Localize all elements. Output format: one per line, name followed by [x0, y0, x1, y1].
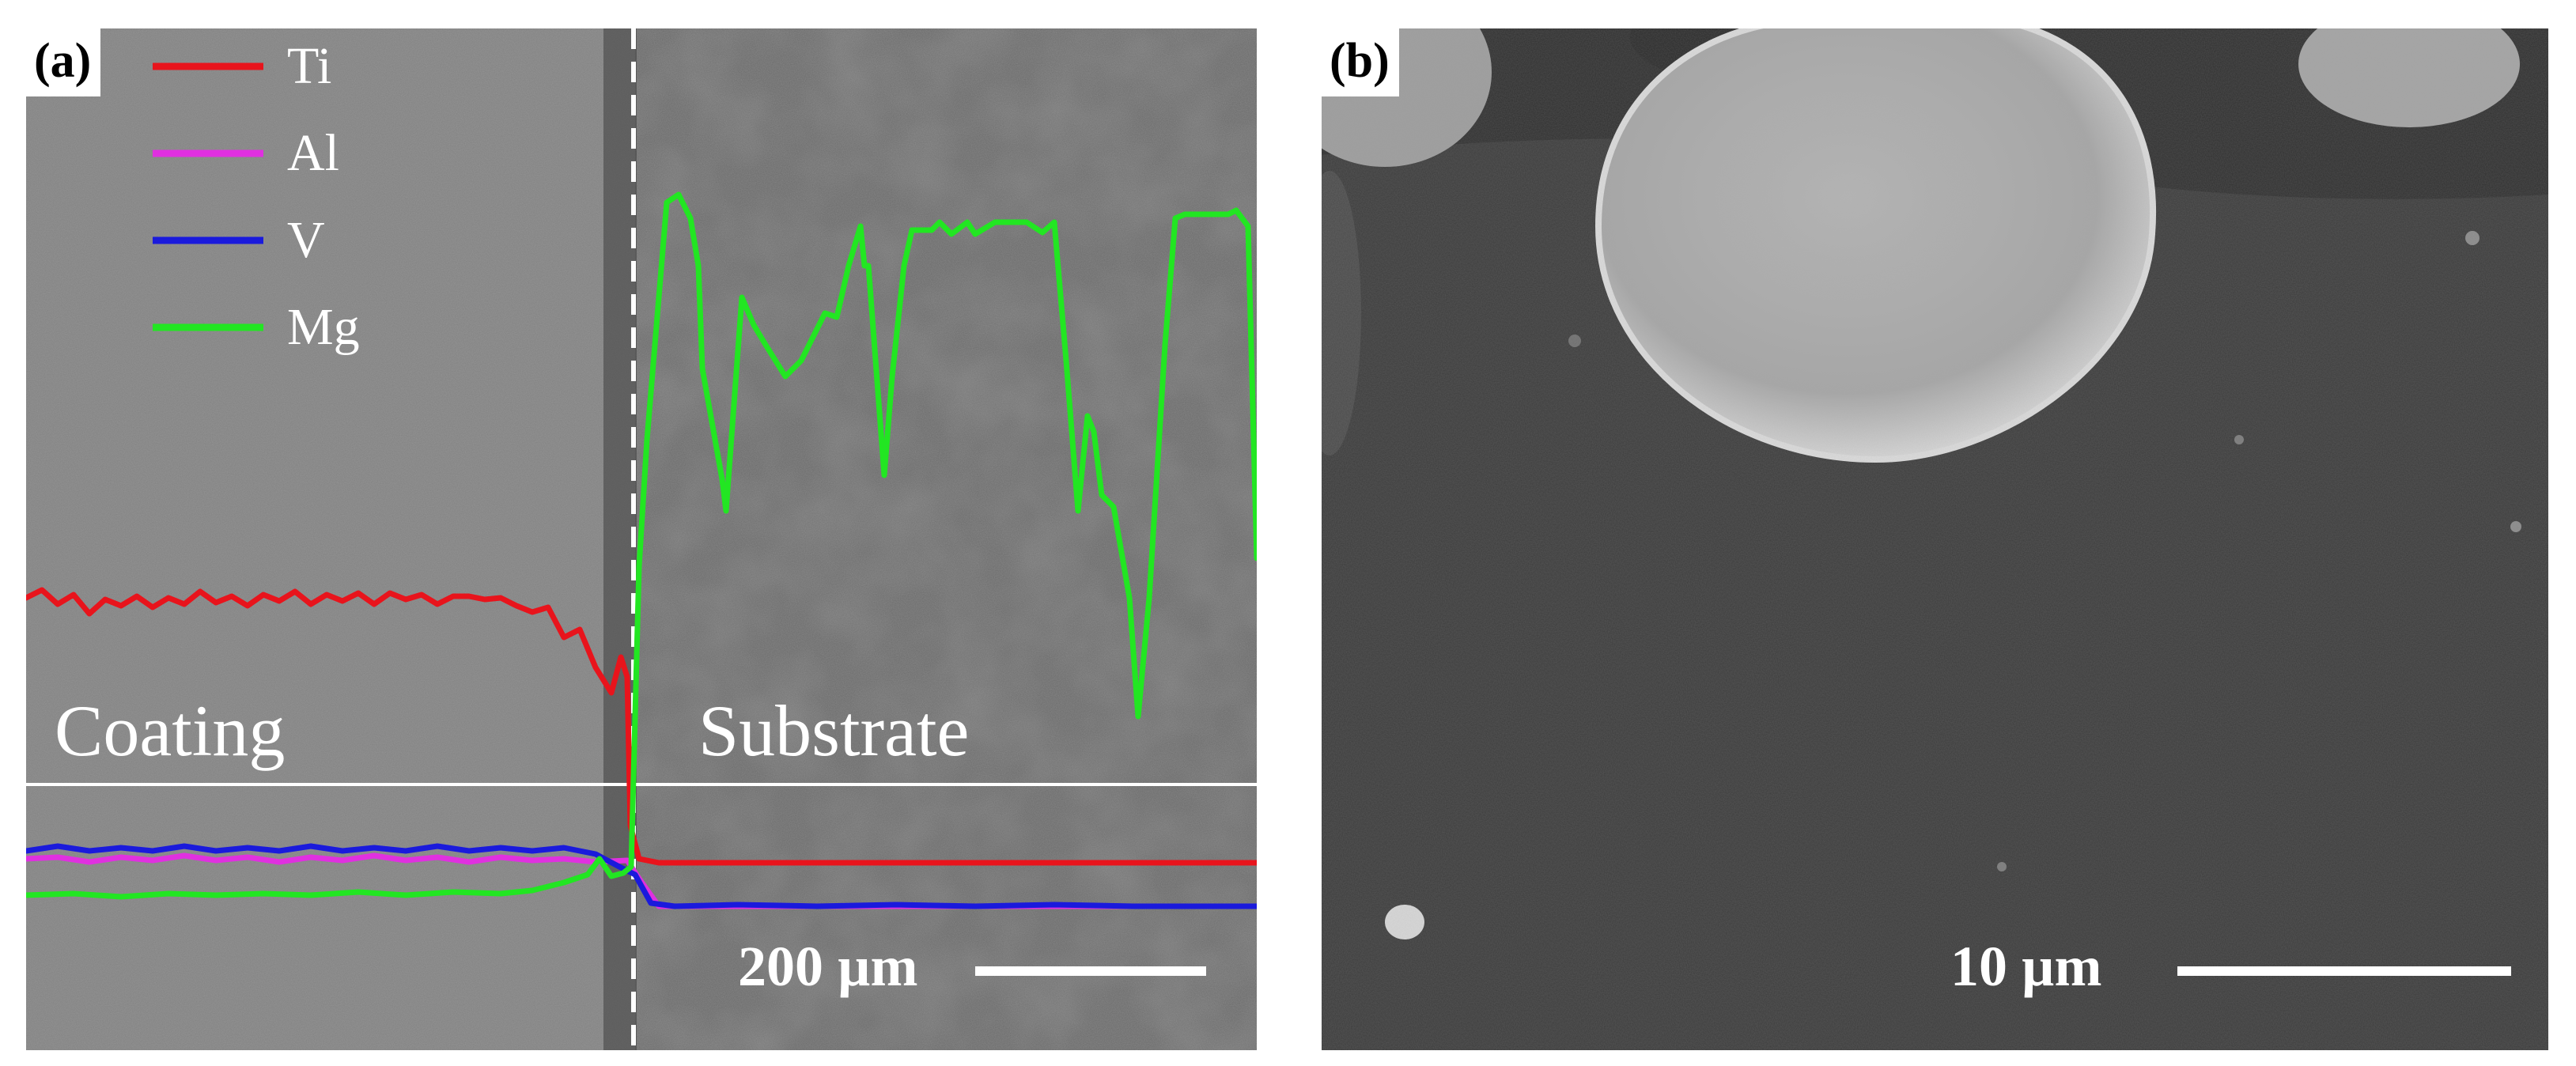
sem-image-panel-a: (a) Ti Al V Mg Coating Substrate 200 µm	[26, 28, 1257, 1050]
scale-label-b: 10 µm	[1950, 935, 2102, 998]
panel-a-graphic	[26, 28, 1257, 1050]
profile-line-ti	[26, 587, 1257, 866]
substrate-label: Substrate	[698, 690, 970, 771]
profile-line-v	[26, 843, 1257, 909]
scale-bar-b	[2177, 966, 2511, 976]
legend-label-v: V	[287, 211, 325, 269]
sem-image-panel-b: (b) 10 µm	[1322, 28, 2548, 1050]
profile-line-mg	[26, 191, 1257, 900]
legend-label-mg: Mg	[287, 298, 360, 356]
scale-bar-a	[975, 966, 1206, 976]
legend-label-ti: Ti	[287, 37, 332, 95]
scale-label-a: 200 µm	[738, 935, 918, 998]
panel-b-graphic	[1322, 28, 2548, 1050]
linescan-profiles	[26, 191, 1257, 909]
sem-noise-texture-b	[1322, 28, 2548, 1050]
coating-label: Coating	[55, 690, 286, 771]
panel-b-label: (b)	[1322, 28, 1399, 96]
legend-label-al: Al	[287, 124, 339, 182]
panel-a-label: (a)	[26, 28, 101, 96]
